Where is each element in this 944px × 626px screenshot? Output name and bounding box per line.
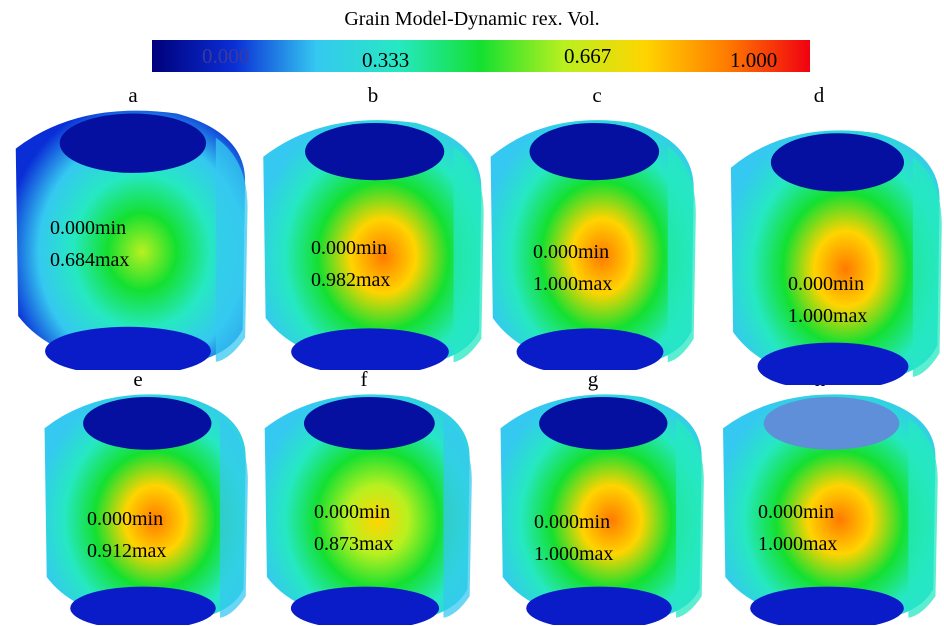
panel-label-f: f [360, 367, 368, 391]
colorbar-tick-0: 0.000 [202, 44, 250, 68]
bottom-dead-zone [290, 586, 440, 625]
panel-label-a: a [128, 83, 138, 107]
contour-render-c [482, 110, 698, 370]
contour-svg [500, 394, 704, 625]
contour-render-h [714, 385, 940, 625]
contour-render-b [254, 110, 486, 370]
readout-b: 0.000min 0.982max [311, 232, 390, 296]
readout-max-f: 0.873max [314, 533, 394, 555]
bottom-dead-zone [757, 342, 909, 385]
readout-f: 0.000min 0.873max [314, 496, 393, 560]
specimen-side [912, 157, 942, 378]
colorbar-title: Grain Model-Dynamic rex. Vol. [344, 8, 600, 30]
bottom-dead-zone [45, 326, 211, 370]
readout-e: 0.000min 0.912max [87, 503, 166, 567]
readout-max-g: 1.000max [534, 543, 614, 565]
bottom-dead-zone [750, 586, 904, 625]
top-dead-zone [539, 397, 668, 450]
colorbar-tick-1: 0.333 [362, 48, 410, 72]
contour-svg [44, 394, 248, 625]
specimen-body [264, 394, 470, 623]
specimen-side [215, 137, 248, 362]
specimen-side [908, 418, 938, 618]
readout-min-a: 0.000min [50, 217, 127, 239]
readout-a: 0.000min 0.684max [50, 212, 129, 276]
readout-g: 0.000min 1.000max [534, 506, 613, 570]
readout-min-h: 0.000min [758, 501, 835, 523]
contour-render-f [256, 385, 474, 625]
specimen-body [500, 394, 702, 623]
top-dead-zone [529, 123, 660, 181]
specimen-body [44, 394, 246, 623]
readout-max-h: 1.000max [758, 533, 838, 555]
panel-label-d: d [813, 83, 825, 107]
specimen-side [220, 418, 248, 618]
top-dead-zone [770, 133, 905, 192]
readout-min-g: 0.000min [534, 511, 611, 533]
contour-svg [15, 110, 248, 370]
specimen-side [443, 418, 472, 618]
specimen-side [667, 146, 696, 363]
bottom-dead-zone [291, 328, 449, 370]
contour-svg [723, 394, 938, 625]
readout-h: 0.000min 1.000max [758, 496, 837, 560]
bottom-dead-zone [516, 328, 664, 370]
contour-render-a [6, 100, 250, 370]
readout-min-b: 0.000min [311, 237, 388, 259]
contour-svg [490, 120, 696, 370]
panel-label-e: e [133, 367, 143, 391]
contour-svg [263, 120, 484, 370]
colorbar-gradient [152, 40, 810, 72]
panel-label-g: g [587, 367, 599, 391]
panel-label-c: c [592, 83, 602, 107]
readout-min-d: 0.000min [788, 273, 865, 295]
specimen-body [15, 110, 246, 368]
specimen-body [263, 120, 482, 368]
bottom-dead-zone [70, 586, 216, 625]
top-dead-zone [83, 397, 212, 450]
top-dead-zone [303, 397, 435, 450]
panel-label-b: b [367, 83, 379, 107]
contour-svg [264, 394, 472, 625]
contour-svg [730, 130, 942, 385]
contour-render-d [722, 120, 944, 385]
bottom-dead-zone [526, 586, 672, 625]
readout-min-c: 0.000min [533, 241, 610, 263]
contour-render-e [36, 385, 250, 625]
contour-render-g [492, 385, 706, 625]
specimen-body [723, 394, 936, 623]
readout-d: 0.000min 1.000max [788, 268, 867, 332]
readout-max-b: 0.982max [311, 269, 391, 291]
colorbar-tick-2: 0.667 [564, 44, 612, 68]
readout-max-d: 1.000max [788, 305, 868, 327]
specimen-body [490, 120, 694, 368]
specimen-body [730, 130, 940, 383]
readout-c: 0.000min 1.000max [533, 236, 612, 300]
colorbar: 0.000 0.333 0.667 1.000 [152, 40, 810, 72]
top-dead-zone [305, 123, 445, 181]
readout-max-c: 1.000max [533, 273, 613, 295]
readout-min-e: 0.000min [87, 508, 164, 530]
top-dead-zone [763, 397, 900, 450]
specimen-side [676, 418, 704, 618]
readout-max-a: 0.684max [50, 249, 130, 271]
top-dead-zone [59, 113, 207, 173]
readout-min-f: 0.000min [314, 501, 391, 523]
colorbar-tick-3: 1.000 [730, 48, 778, 72]
specimen-side [453, 146, 484, 363]
readout-max-e: 0.912max [87, 540, 167, 562]
